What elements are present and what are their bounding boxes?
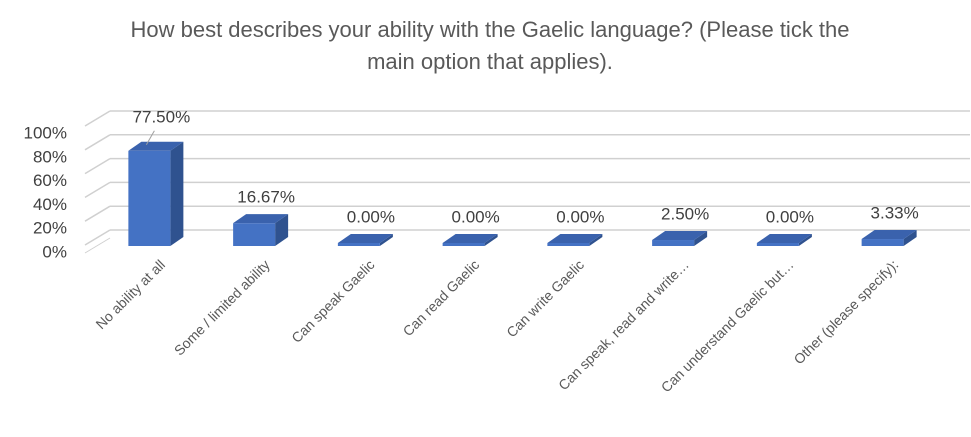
bar-top bbox=[442, 234, 498, 243]
x-tick-label: Can speak Gaelic bbox=[288, 256, 377, 345]
bar-top bbox=[547, 234, 603, 243]
value-label: 3.33% bbox=[871, 204, 919, 223]
value-label: 0.00% bbox=[556, 207, 604, 226]
y-tick-label: 20% bbox=[33, 219, 67, 238]
bar-side bbox=[379, 234, 393, 246]
bar-front bbox=[756, 243, 799, 246]
bar-front bbox=[233, 223, 276, 246]
value-label: 0.00% bbox=[766, 207, 814, 226]
bar-front bbox=[128, 150, 171, 246]
bar-side bbox=[798, 234, 812, 246]
bar bbox=[652, 231, 708, 246]
grid-line bbox=[84, 205, 111, 222]
bar-top bbox=[861, 230, 917, 240]
value-label: 16.67% bbox=[237, 188, 295, 207]
leader-line bbox=[145, 130, 155, 146]
bar-front bbox=[337, 243, 380, 246]
grid-line bbox=[84, 229, 111, 246]
bar-side bbox=[484, 234, 498, 246]
bar-side bbox=[694, 231, 708, 246]
value-label: 0.00% bbox=[347, 207, 395, 226]
wall-edge bbox=[84, 237, 111, 254]
value-label: 2.50% bbox=[661, 205, 709, 224]
bar-side bbox=[170, 141, 184, 246]
bar-front bbox=[442, 243, 485, 246]
x-tick-label: No ability at all bbox=[92, 256, 168, 332]
bar-top bbox=[337, 234, 393, 243]
chart-title: How best describes your ability with the… bbox=[130, 17, 850, 74]
bar bbox=[337, 234, 393, 246]
bar-top bbox=[233, 214, 289, 224]
bar bbox=[861, 230, 917, 246]
y-tick-label: 40% bbox=[33, 195, 67, 214]
bar bbox=[442, 234, 498, 246]
grid-line bbox=[84, 134, 111, 151]
bar-front bbox=[547, 243, 590, 246]
bar-front bbox=[861, 239, 904, 246]
y-tick-label: 100% bbox=[24, 123, 67, 142]
x-tick-label: Other (please specify): bbox=[790, 256, 901, 367]
grid-line bbox=[84, 181, 111, 199]
value-label: 0.00% bbox=[452, 207, 500, 226]
x-tick-label: Can read Gaelic bbox=[400, 256, 483, 339]
y-tick-label: 80% bbox=[33, 147, 67, 166]
bar bbox=[756, 234, 812, 246]
bar-top bbox=[652, 231, 708, 241]
bar bbox=[547, 234, 603, 246]
bar-top bbox=[756, 234, 812, 243]
x-tick-label: Some / limited ability bbox=[171, 256, 273, 358]
bar-side bbox=[275, 214, 289, 246]
x-tick-label: Can write Gaelic bbox=[503, 256, 587, 340]
grid-line bbox=[84, 110, 111, 127]
bar bbox=[233, 214, 289, 246]
bar-front bbox=[652, 240, 695, 246]
grid-line bbox=[84, 157, 111, 175]
value-label: 77.50% bbox=[133, 107, 191, 126]
bar-side bbox=[589, 234, 603, 246]
bar bbox=[128, 141, 184, 246]
y-tick-label: 60% bbox=[33, 171, 67, 190]
bar-top bbox=[128, 141, 184, 151]
bar-side bbox=[903, 230, 917, 246]
y-tick-label: 0% bbox=[42, 242, 67, 261]
